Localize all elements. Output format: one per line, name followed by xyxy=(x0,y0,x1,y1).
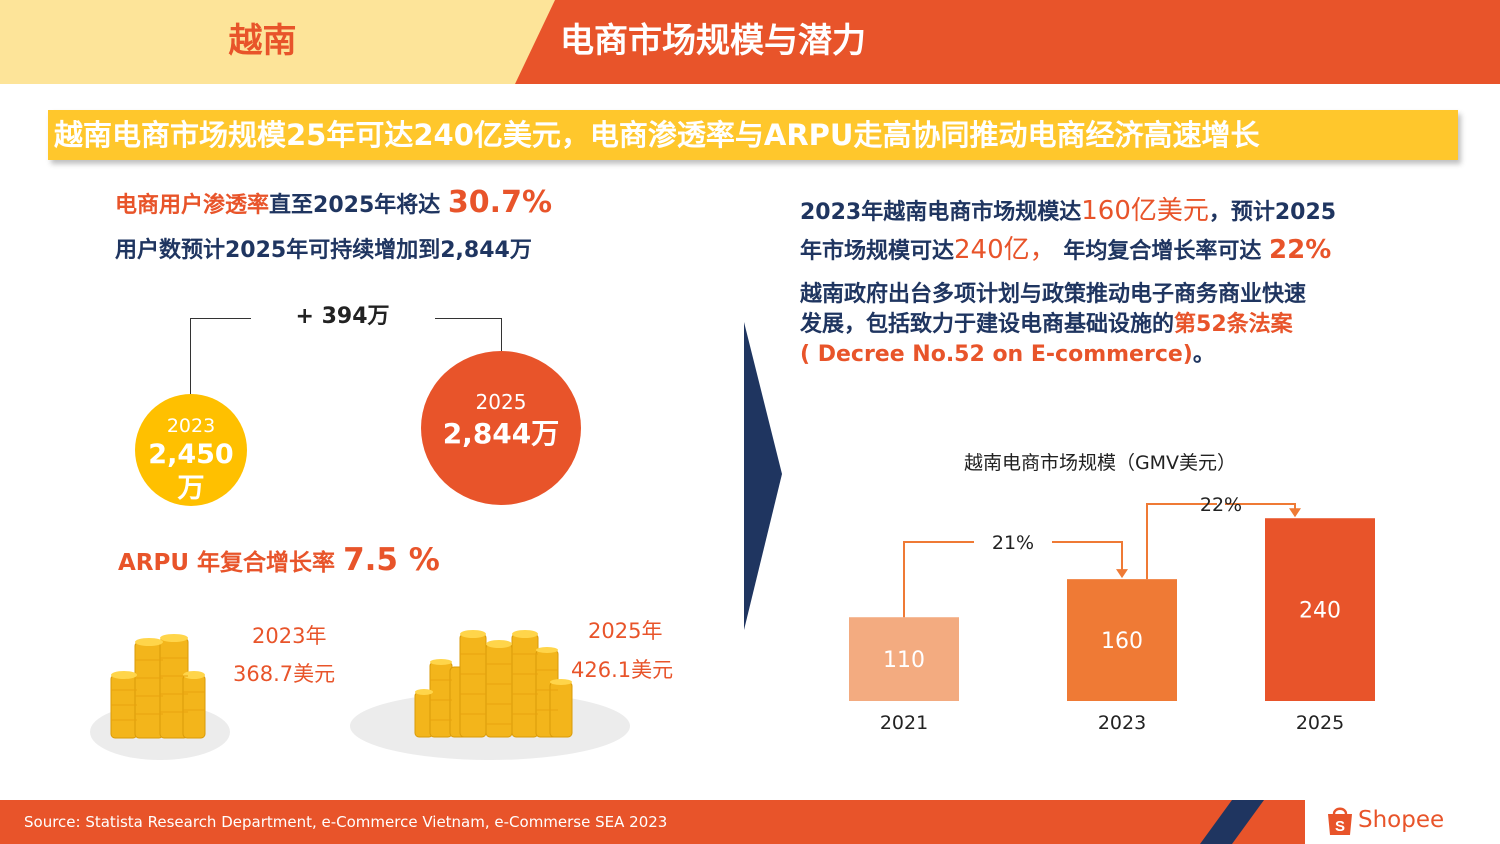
growth-arrowhead-21% xyxy=(1116,569,1128,579)
header-right-panel xyxy=(515,0,1500,84)
right-para1-line1: 2023年越南电商市场规模达160亿美元，预计2025 xyxy=(800,196,1336,228)
x-tick-label-2025: 2025 xyxy=(1296,712,1344,734)
right-para2-line1: 越南政府出台多项计划与政策推动电子商务商业快速 xyxy=(800,282,1307,307)
growth-connector-right-21% xyxy=(1052,541,1123,572)
decree-highlight: 第52条法案 xyxy=(1174,312,1293,337)
arpu-value: 7.5 % xyxy=(343,542,440,578)
arpu-2023-year: 2023年 xyxy=(252,624,327,648)
header-title: 电商市场规模与潜力 xyxy=(560,21,866,61)
users-2025-value: 2,844万 xyxy=(442,417,560,450)
coin-stack-2025-icon xyxy=(350,630,630,760)
x-tick-label-2021: 2021 xyxy=(880,712,928,734)
right-text-period: 。 xyxy=(1192,342,1215,367)
growth-connector-right-22% xyxy=(1225,503,1296,511)
arpu-line: ARPU 年复合增长率 7.5 % xyxy=(118,540,440,580)
right-text-p2a: 发展，包括致力于建设电商基础设施的 xyxy=(800,312,1175,337)
penetration-line: 电商用户渗透率直至2025年将达 30.7% xyxy=(115,188,552,222)
header-country: 越南 xyxy=(228,21,297,61)
growth-label-21%: 21% xyxy=(992,532,1034,554)
penetration-label: 电商用户渗透率 xyxy=(115,193,270,218)
svg-text:S: S xyxy=(1335,818,1345,835)
growth-connector-left-21% xyxy=(903,541,974,618)
users-forecast-text: 用户数预计2025年可持续增加到2,844万 xyxy=(115,238,532,263)
headline-text: 越南电商市场规模25年可达240亿美元，电商渗透率与ARPU走高协同推动电商经济… xyxy=(54,118,1260,152)
footer-navy-stripe xyxy=(1200,800,1264,844)
market-2025-highlight: 240亿， xyxy=(954,235,1056,265)
market-2023-highlight: 160亿美元 xyxy=(1081,196,1209,226)
bar-value-label-2025: 240 xyxy=(1299,599,1341,624)
shopee-bag-icon: S xyxy=(1328,807,1352,835)
bar-2023 xyxy=(1067,579,1177,701)
arpu-label: ARPU 年复合增长率 xyxy=(118,550,336,576)
users-2023-value: 2,450万 xyxy=(148,439,234,504)
bar-2021 xyxy=(849,617,959,701)
coin-stack-2023-icon xyxy=(90,634,230,760)
gmv-bar-chart: 110 2021 160 2023 240 2025 21% 22% xyxy=(849,494,1375,734)
penetration-value: 30.7% xyxy=(447,185,552,220)
right-para2-line3: ( Decree No.52 on E-commerce)。 xyxy=(800,340,1215,370)
growth-label-22%: 22% xyxy=(1200,494,1242,516)
x-tick-label-2023: 2023 xyxy=(1098,712,1146,734)
right-text-2a: 年市场规模可达 xyxy=(800,239,955,264)
arpu-2025-year: 2025年 xyxy=(588,619,663,643)
right-text-1a: 2023年越南电商市场规模达 xyxy=(800,200,1082,225)
bar-value-label-2021: 110 xyxy=(883,648,925,673)
right-para1-line2: 年市场规模可达240亿， 年均复合增长率可达 22% xyxy=(800,235,1331,267)
users-2023-year: 2023 xyxy=(166,415,216,437)
arpu-2023-value: 368.7美元 xyxy=(233,662,336,686)
growth-arrowhead-22% xyxy=(1289,508,1301,518)
brand-logo: S Shopee xyxy=(1305,797,1500,844)
growth-connector-left-22% xyxy=(1146,503,1217,580)
cagr-highlight: 22% xyxy=(1269,235,1332,265)
section-divider-arrow-icon xyxy=(744,322,782,630)
brand-name: Shopee xyxy=(1358,807,1445,833)
chart-title: 越南电商市场规模（GMV美元） xyxy=(963,452,1237,474)
bracket-left xyxy=(190,318,251,405)
right-text-1c: ，预计2025 xyxy=(1208,200,1337,225)
bracket-right xyxy=(435,318,502,357)
bar-value-label-2023: 160 xyxy=(1101,629,1143,654)
right-text-2c: 年均复合增长率可达 xyxy=(1063,239,1262,264)
footer-source: Source: Statista Research Department, e-… xyxy=(24,813,668,831)
headline-banner xyxy=(48,110,1458,160)
bar-2025 xyxy=(1265,518,1375,701)
users-2023-circle: 2023 2,450万 xyxy=(135,394,247,506)
users-delta: + 394万 xyxy=(295,304,390,329)
penetration-label-2: 直至2025年将达 xyxy=(269,193,441,218)
arpu-2025-value: 426.1美元 xyxy=(571,658,674,682)
users-2025-year: 2025 xyxy=(475,390,527,414)
header-left-panel xyxy=(0,0,560,84)
users-2025-circle: 2025 2,844万 xyxy=(421,351,581,505)
right-para2-line2: 发展，包括致力于建设电商基础设施的第52条法案 xyxy=(800,310,1293,340)
decree-name: ( Decree No.52 on E-commerce) xyxy=(800,342,1193,367)
